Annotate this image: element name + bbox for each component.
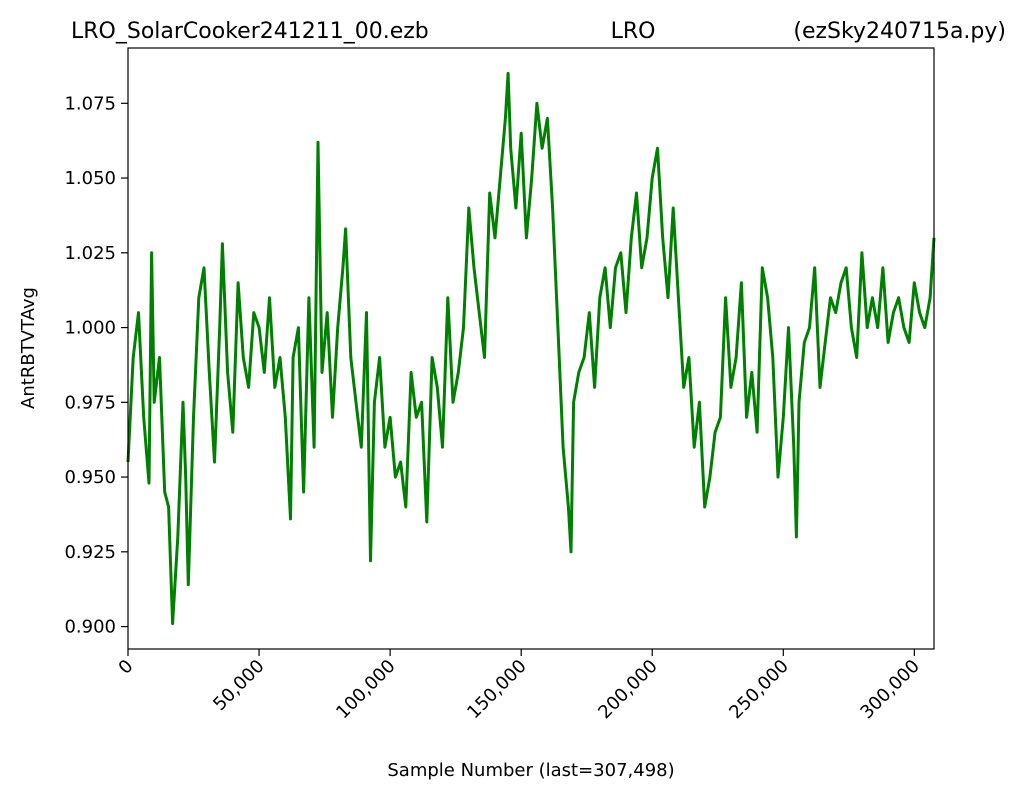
y-axis-label: AntRBTVTAvg	[18, 287, 39, 409]
x-tick-label: 0	[115, 656, 138, 679]
x-tick-label: 300,000	[856, 656, 923, 723]
chart-title: LRO_SolarCooker241211_00.ezb LRO (ezSky2…	[71, 19, 1006, 44]
y-tick-label: 1.050	[64, 168, 116, 189]
axes-frame	[127, 47, 935, 650]
y-tick-label: 1.000	[64, 318, 116, 339]
y-tick-label: 0.900	[64, 617, 116, 638]
x-tick-label: 150,000	[463, 656, 530, 723]
y-tick-label: 0.975	[64, 392, 116, 413]
title-program: (ezSky240715a.py)	[793, 19, 1006, 44]
y-tick-label: 0.950	[64, 467, 116, 488]
plot-area	[126, 71, 936, 626]
x-tick-label: 100,000	[332, 656, 399, 723]
y-tick-label: 1.025	[64, 243, 116, 264]
title-filename: LRO_SolarCooker241211_00.ezb	[71, 19, 429, 44]
x-tick-label: 250,000	[725, 656, 792, 723]
title-station: LRO	[611, 19, 656, 44]
series-line-0	[126, 71, 936, 626]
x-tick-label: 200,000	[594, 656, 661, 723]
x-axis: 0 50,000 100,000 150,000 200,000 250,000 300,0…	[115, 649, 924, 723]
y-tick-label: 0.925	[64, 542, 116, 563]
x-axis-label: Sample Number (last=307,498)	[387, 760, 674, 781]
y-axis: 0.900 0.925 0.950 0.975 1.000 1.025 1.050 1.075	[64, 93, 128, 638]
y-tick-label: 1.075	[64, 93, 116, 114]
x-tick-label: 50,000	[209, 656, 268, 715]
